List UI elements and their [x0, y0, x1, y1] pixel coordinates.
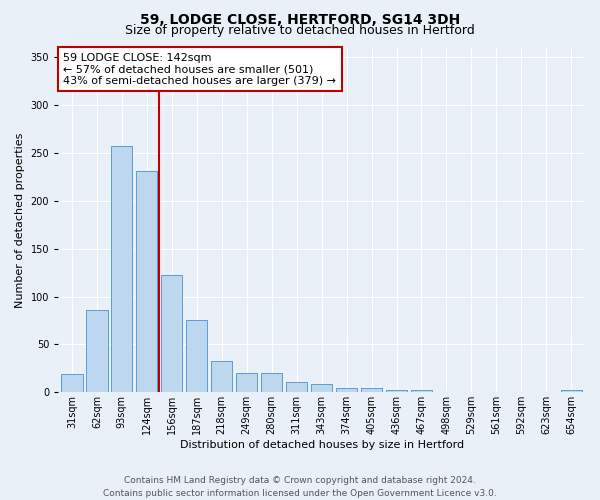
Text: 59, LODGE CLOSE, HERTFORD, SG14 3DH: 59, LODGE CLOSE, HERTFORD, SG14 3DH [140, 12, 460, 26]
Bar [186, 320, 208, 392]
Bar [261, 373, 282, 392]
Bar [286, 382, 307, 392]
Bar [311, 384, 332, 392]
Bar [161, 276, 182, 392]
Bar [236, 373, 257, 392]
X-axis label: Distribution of detached houses by size in Hertford: Distribution of detached houses by size … [179, 440, 464, 450]
Bar [86, 310, 107, 392]
Bar [211, 360, 232, 392]
Bar [136, 171, 157, 392]
Text: Contains HM Land Registry data © Crown copyright and database right 2024.
Contai: Contains HM Land Registry data © Crown c… [103, 476, 497, 498]
Text: Size of property relative to detached houses in Hertford: Size of property relative to detached ho… [125, 24, 475, 37]
Bar [336, 388, 357, 392]
Text: 59 LODGE CLOSE: 142sqm
← 57% of detached houses are smaller (501)
43% of semi-de: 59 LODGE CLOSE: 142sqm ← 57% of detached… [64, 52, 337, 86]
Bar [111, 146, 133, 392]
Bar [560, 390, 582, 392]
Bar [61, 374, 83, 392]
Y-axis label: Number of detached properties: Number of detached properties [15, 132, 25, 308]
Bar [361, 388, 382, 392]
Bar [411, 390, 432, 392]
Bar [386, 390, 407, 392]
